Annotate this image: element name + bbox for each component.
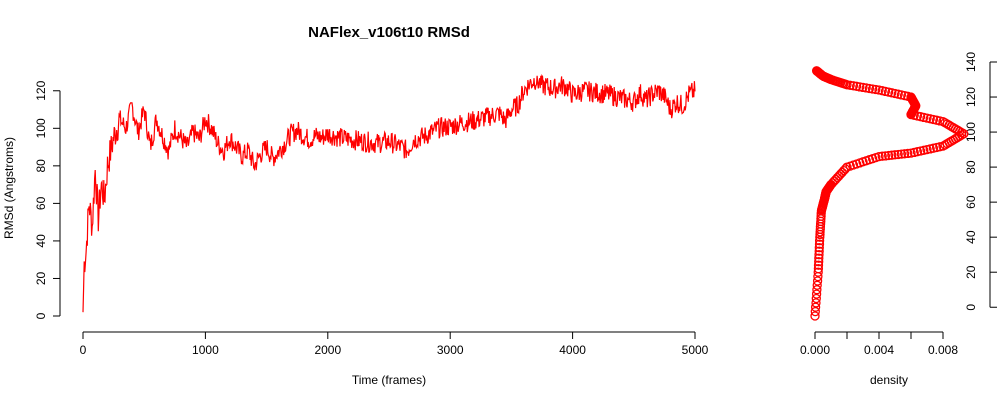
density-point [940,118,950,128]
density-point [903,148,913,159]
density-y-tick-label: 80 [964,160,978,174]
density-point [814,236,825,246]
density-y-axis-ticks: 0 20 40 60 80 100 120 140 [964,52,997,311]
density-point [811,293,821,304]
density-point [864,83,875,94]
density-points [810,66,969,321]
density-y-tick-label: 100 [964,122,978,142]
x-axis-ticks: 0 1000 2000 3000 4000 5000 [80,332,709,357]
density-point [871,84,881,95]
density-point [812,276,823,286]
density-point [814,239,825,249]
x-tick-label: 3000 [437,343,464,357]
density-point [810,311,820,321]
density-point [890,150,900,160]
rmsd-line-plot: 0 1000 2000 3000 4000 5000 0 20 40 60 80 100 120 Ti… [2,73,709,387]
density-y-tick-label: 20 [964,265,978,279]
density-point [811,298,821,308]
y-tick-label: 0 [34,312,48,319]
y-axis-label: RMSd (Angstroms) [2,137,16,239]
density-point [896,149,907,159]
density-point [814,253,824,263]
density-point [813,264,824,274]
x-tick-label: 4000 [559,343,586,357]
density-y-tick-label: 0 [964,304,978,311]
density-point [814,250,824,260]
density-point [887,150,897,160]
density-point [813,260,824,270]
x-tick-label: 5000 [682,343,709,357]
y-tick-label: 40 [34,234,48,248]
density-point [814,246,824,256]
density-y-tick-label: 140 [964,52,978,72]
density-point [813,267,823,277]
y-tick-label: 60 [34,196,48,210]
density-point [812,280,822,290]
density-y-tick-label: 40 [964,230,978,244]
density-point [811,66,822,76]
density-point [814,243,824,253]
density-point [899,149,910,159]
density-point [851,81,862,91]
density-point [810,306,820,317]
density-point [874,151,884,162]
density-y-tick-label: 60 [964,195,978,209]
density-x-tick-label: 0.008 [928,343,958,357]
density-point [811,289,822,299]
density-point [861,83,871,93]
density-point [867,84,878,94]
density-point [855,82,865,92]
y-axis-ticks: 0 20 40 60 80 100 120 [34,80,60,319]
y-tick-label: 80 [34,159,48,173]
density-point [883,150,894,161]
density-point [810,302,821,312]
density-point [877,151,887,161]
density-x-tick-label: 0.000 [800,343,830,357]
y-tick-label: 120 [34,80,48,100]
density-x-tick-label: 0.004 [864,343,894,357]
rmsd-series-line [82,73,696,313]
density-scatter-plot: 0.000 0.004 0.008 0 20 40 60 80 100 120 140 densi… [800,52,997,387]
y-tick-label: 100 [34,118,48,138]
density-point [874,85,884,95]
density-x-axis-label: density [870,373,908,387]
x-tick-label: 0 [80,343,87,357]
chart-title: NAFlex_v106t10 RMSd [308,24,470,41]
density-point [880,151,891,161]
density-point [814,257,824,267]
y-tick-label: 20 [34,271,48,285]
density-point [893,149,903,160]
x-tick-label: 1000 [192,343,219,357]
density-point [840,164,851,174]
density-point [812,285,822,295]
density-point [858,82,868,93]
density-y-tick-label: 120 [964,87,978,107]
x-tick-label: 2000 [314,343,341,357]
density-x-axis-ticks: 0.000 0.004 0.008 [800,332,958,357]
x-axis-label: Time (frames) [352,373,426,387]
